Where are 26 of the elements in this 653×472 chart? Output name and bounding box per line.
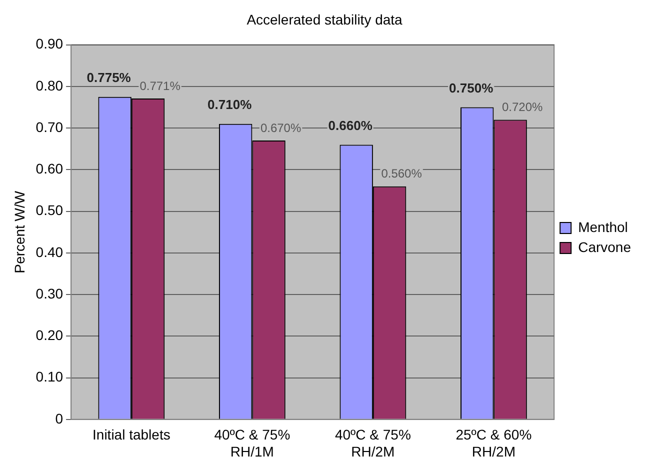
data-label: 0.771% — [140, 78, 181, 93]
data-label: 0.720% — [502, 100, 543, 114]
data-label: 0.710% — [208, 96, 252, 112]
x-tick-label: 40ºC & 75% RH/1M — [214, 426, 290, 460]
x-tick-label: 40ºC & 75% RH/2M — [334, 426, 411, 460]
y-tick-label: 0.80 — [36, 77, 64, 94]
y-axis-title: Percent W/W — [11, 190, 28, 274]
y-tick-label: 0.30 — [36, 285, 64, 302]
y-tick-label: 0 — [55, 410, 64, 426]
y-tick-label: 0.60 — [36, 160, 64, 177]
data-label: 0.775% — [86, 70, 132, 85]
x-tick-label: Initial tablets — [92, 426, 170, 443]
y-tick-label: 0.70 — [36, 118, 64, 135]
data-label: 0.660% — [328, 118, 373, 133]
y-tick-label: 0.20 — [36, 327, 64, 344]
data-label: 0.670% — [260, 120, 302, 135]
data-label: 0.560% — [381, 166, 422, 181]
legend-label: Menthol — [578, 218, 628, 235]
y-tick-label: 0.50 — [36, 202, 64, 218]
legend-label: Carvone — [578, 238, 632, 255]
data-label: 0.750% — [449, 80, 494, 96]
chart-title: Accelerated stability data — [246, 11, 403, 28]
y-tick-label: 0.40 — [36, 244, 64, 260]
y-tick-label: 0.10 — [36, 368, 64, 385]
x-tick-label: 25ºC & 60% RH/2M — [456, 426, 532, 460]
y-tick-label: 0.90 — [36, 36, 64, 52]
